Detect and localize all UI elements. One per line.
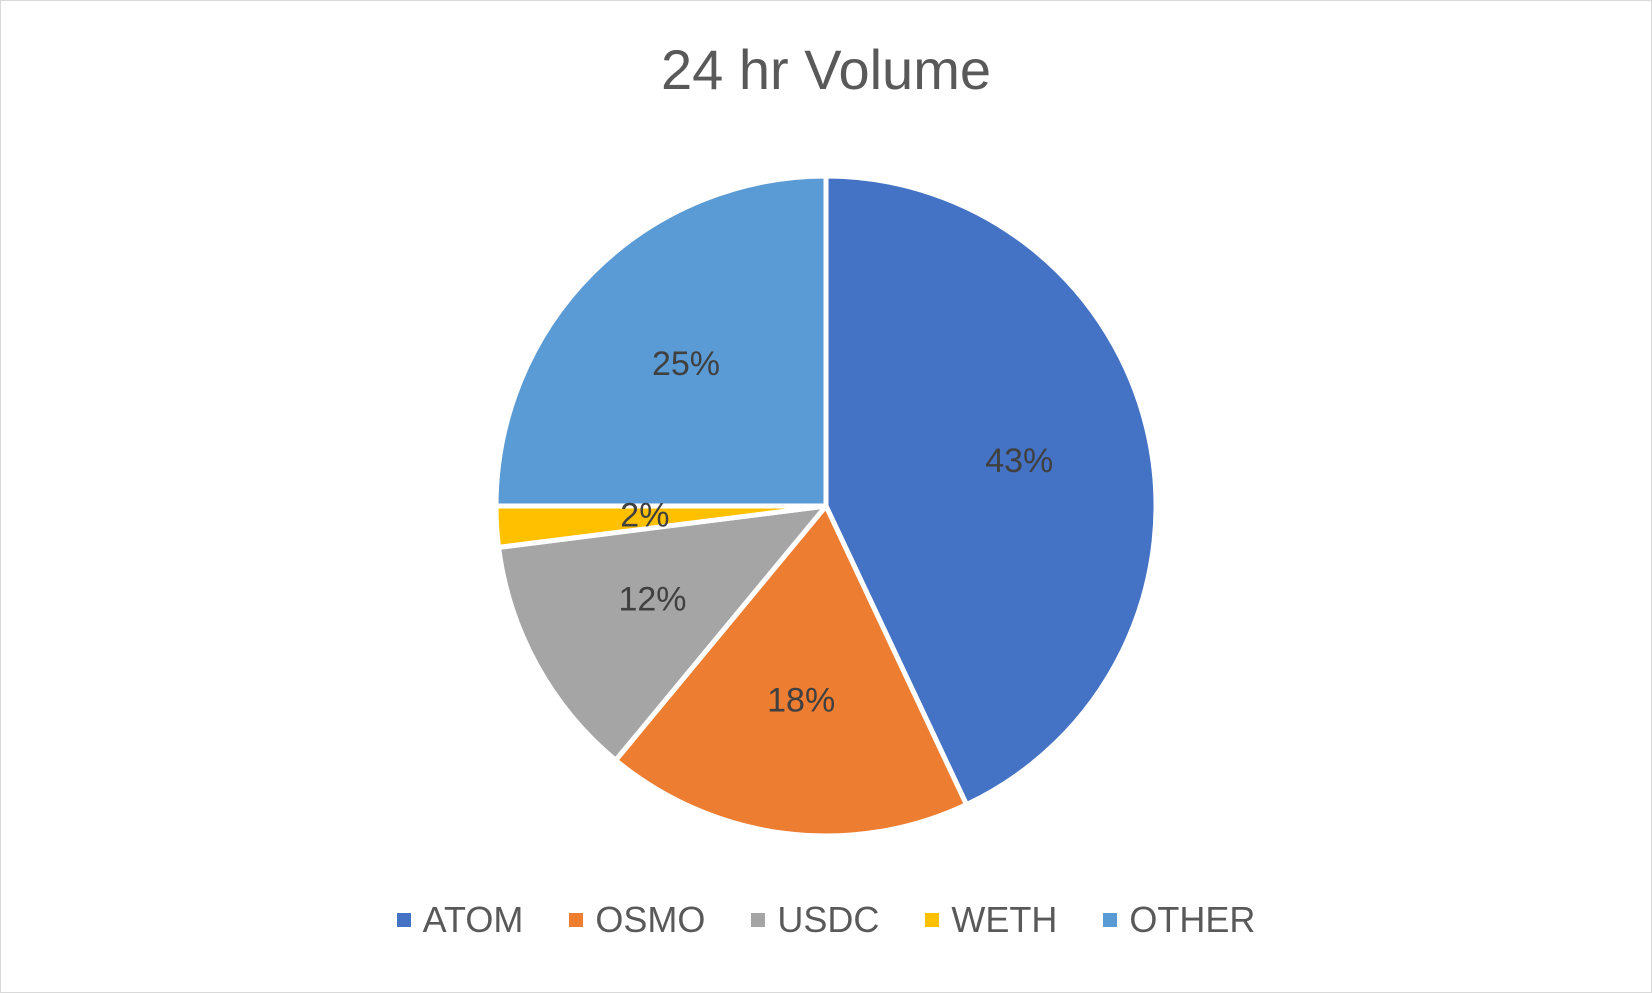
legend-item-atom: ATOM <box>396 899 524 941</box>
data-label-usdc: 12% <box>618 580 686 618</box>
legend: ATOM OSMO USDC WETH OTHER <box>1 899 1651 941</box>
legend-item-usdc: USDC <box>751 899 879 941</box>
legend-swatch-other <box>1103 913 1118 927</box>
pie-slice-osmo <box>613 503 970 839</box>
legend-item-weth: WETH <box>925 899 1057 941</box>
legend-swatch-atom <box>396 913 411 927</box>
pie-slice-usdc <box>496 503 829 763</box>
legend-swatch-osmo <box>569 913 584 927</box>
chart-title: 24 hr Volume <box>661 38 991 101</box>
legend-swatch-usdc <box>751 913 766 927</box>
legend-label-other: OTHER <box>1129 899 1256 940</box>
legend-label-osmo: OSMO <box>595 899 706 940</box>
legend-item-osmo: OSMO <box>569 899 705 941</box>
data-label-atom: 43% <box>985 442 1053 480</box>
legend-label-usdc: USDC <box>777 899 880 940</box>
data-label-weth: 2% <box>620 496 669 534</box>
legend-swatch-weth <box>925 913 940 927</box>
pie-slice-other <box>493 173 829 509</box>
data-label-other: 25% <box>652 345 720 383</box>
data-label-osmo: 18% <box>767 681 835 719</box>
pie-slice-atom <box>823 173 1159 808</box>
legend-label-atom: ATOM <box>422 899 524 940</box>
legend-item-other: OTHER <box>1103 899 1255 941</box>
legend-label-weth: WETH <box>951 899 1058 940</box>
